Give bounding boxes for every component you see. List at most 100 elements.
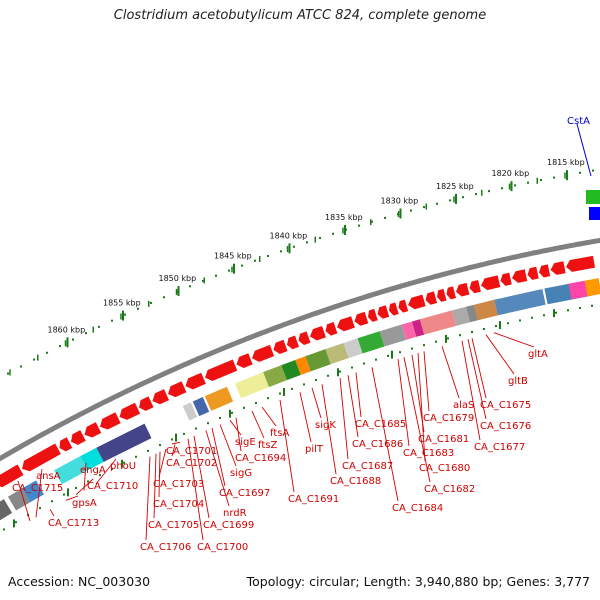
- lower-dot: [135, 455, 137, 458]
- cog-box: [494, 288, 546, 316]
- cog-box: [584, 278, 600, 297]
- leader-line: [279, 399, 295, 493]
- scale-dot: [527, 181, 529, 184]
- gene-label: sigK: [315, 420, 336, 431]
- leader-line: [35, 468, 43, 518]
- cstA-blue-block: [589, 207, 600, 220]
- gene-label: CA_C1682: [424, 484, 475, 495]
- scale-dot: [462, 196, 464, 199]
- scale-tick-labels: 1815 kbp 1820 kbp 1825 kbp 1830 kbp 1835 kbp…: [48, 158, 585, 334]
- genome-backbone: [0, 237, 600, 462]
- scale-dot: [501, 187, 503, 190]
- cog-box: [0, 499, 13, 521]
- scale-dot: [423, 206, 425, 209]
- gene-label: gltA: [528, 349, 548, 360]
- leader-line: [83, 462, 87, 491]
- scale-dot: [306, 241, 308, 244]
- cog-box: [7, 488, 31, 511]
- leader-line: [339, 377, 349, 460]
- leader-line: [145, 456, 151, 541]
- gene-label: CA_C1699: [203, 520, 254, 531]
- scale-dot: [98, 325, 100, 328]
- scale-dot: [579, 171, 581, 174]
- scale-ticks: [9, 170, 568, 376]
- gene-arrow: [437, 288, 447, 302]
- gene-label: CA_C1703: [153, 479, 204, 490]
- gene-arrow: [500, 272, 512, 286]
- gene-arrow: [252, 344, 275, 362]
- cog-category-track: [0, 278, 600, 521]
- cog-box: [54, 456, 88, 485]
- lower-dot: [543, 314, 545, 317]
- leader-line: [193, 435, 210, 519]
- gene-arrow: [377, 305, 390, 319]
- scale-tick-label: 1860 kbp: [48, 325, 86, 334]
- gene-arrow: [456, 282, 470, 297]
- scale-dot: [449, 199, 451, 202]
- gene-arrow-track: [0, 255, 596, 488]
- gene-arrow: [512, 269, 528, 283]
- lower-dot: [459, 334, 461, 337]
- gene-arrow: [469, 279, 481, 294]
- leader-line: [235, 417, 242, 452]
- scale-dot: [540, 179, 542, 182]
- gene-label: CA_C1688: [330, 476, 381, 487]
- gene-label: CA_C1684: [392, 503, 443, 514]
- gene-arrow: [368, 308, 378, 322]
- map-title: Clostridium acetobutylicum ATCC 824, com…: [113, 8, 487, 23]
- gene-label: CA_C1679: [423, 413, 474, 424]
- cog-box: [204, 386, 234, 411]
- leader-line: [467, 339, 487, 420]
- gene-label: pilT: [305, 444, 324, 455]
- lower-dot: [471, 331, 473, 334]
- lower-dot: [483, 328, 485, 331]
- scale-dot: [137, 307, 139, 310]
- gene-label: alaS: [453, 400, 474, 411]
- lower-dot: [555, 311, 557, 314]
- lower-dot: [63, 493, 65, 496]
- leader-line: [205, 430, 230, 507]
- scale-tick-label: 1850 kbp: [159, 274, 197, 283]
- gene-label: CA_C1706: [140, 542, 191, 553]
- gene-label: CA_C1691: [288, 494, 339, 505]
- lower-dot: [243, 406, 245, 409]
- scale-tick-label: 1835 kbp: [325, 213, 363, 222]
- lower-dot: [231, 411, 233, 414]
- lower-dot: [255, 401, 257, 404]
- scale-dot: [228, 269, 230, 272]
- leader-line: [471, 338, 487, 399]
- gene-label: ansA: [36, 471, 61, 482]
- cog-box: [96, 423, 152, 462]
- lower-dot: [3, 528, 5, 531]
- gene-arrow: [337, 316, 355, 332]
- lower-dot: [267, 397, 269, 400]
- gene-label: gltB: [508, 376, 528, 387]
- accession-text: Accession: NC_003030: [8, 574, 151, 589]
- scale-dot: [111, 319, 113, 322]
- scale-dot: [72, 338, 74, 341]
- leader-line: [229, 419, 242, 436]
- lower-dot: [447, 337, 449, 340]
- lower-dot: [51, 500, 53, 503]
- gene-arrow: [185, 372, 206, 390]
- leader-line: [485, 334, 515, 375]
- gene-label: CA_C1677: [474, 442, 525, 453]
- lower-dot: [495, 325, 497, 328]
- leader-line: [347, 375, 359, 438]
- cog-box: [295, 356, 311, 375]
- cog-box: [466, 304, 478, 323]
- lower-dot: [567, 309, 569, 312]
- cog-box: [281, 359, 301, 381]
- lower-dot: [315, 379, 317, 382]
- lower-dot: [219, 416, 221, 419]
- leader-line: [299, 392, 312, 443]
- scale-dotted-arc: [7, 169, 594, 375]
- lower-dot: [159, 444, 161, 447]
- scale-dot: [280, 250, 282, 253]
- genome-summary-text: Topology: circular; Length: 3,940,880 bp…: [246, 574, 590, 589]
- cog-box: [263, 365, 287, 388]
- backbone-arc: [0, 237, 600, 462]
- scale-dot: [189, 285, 191, 288]
- scale-dot: [592, 169, 594, 172]
